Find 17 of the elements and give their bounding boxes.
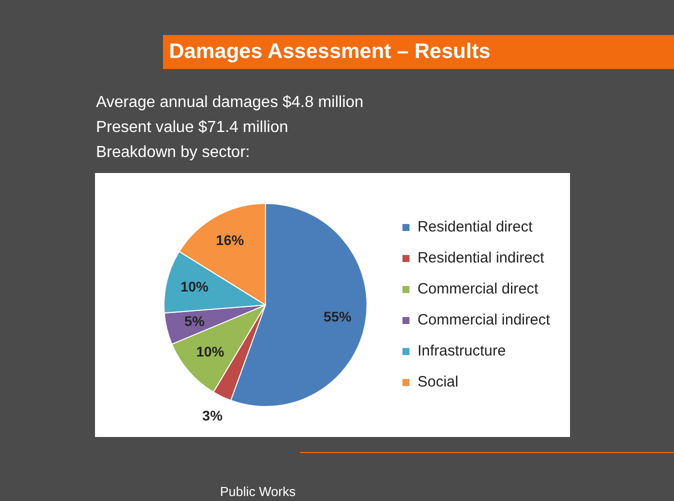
legend-label: Infrastructure (417, 342, 506, 360)
data-label: 5% (184, 313, 206, 330)
legend-label: Residential indirect (417, 250, 546, 267)
data-label: 10% (196, 344, 225, 360)
legend-label: Residential direct (417, 218, 534, 236)
chart-title: Damages Assessment – Results (163, 35, 674, 69)
data-label: 10% (180, 278, 210, 295)
text: Average annual damages $4.8 million (96, 93, 364, 113)
data-label: 16% (216, 232, 245, 248)
legend-label: Commercial indirect (417, 312, 551, 329)
text: Public Works (220, 484, 296, 499)
legend-label: Commercial direct (417, 280, 540, 298)
legend-label: Social (417, 374, 458, 391)
data-label: 55% (323, 308, 352, 325)
data-label: 3% (202, 407, 224, 424)
text: Breakdown by sector: (96, 143, 251, 163)
text: Present value $71.4 million (96, 118, 290, 138)
